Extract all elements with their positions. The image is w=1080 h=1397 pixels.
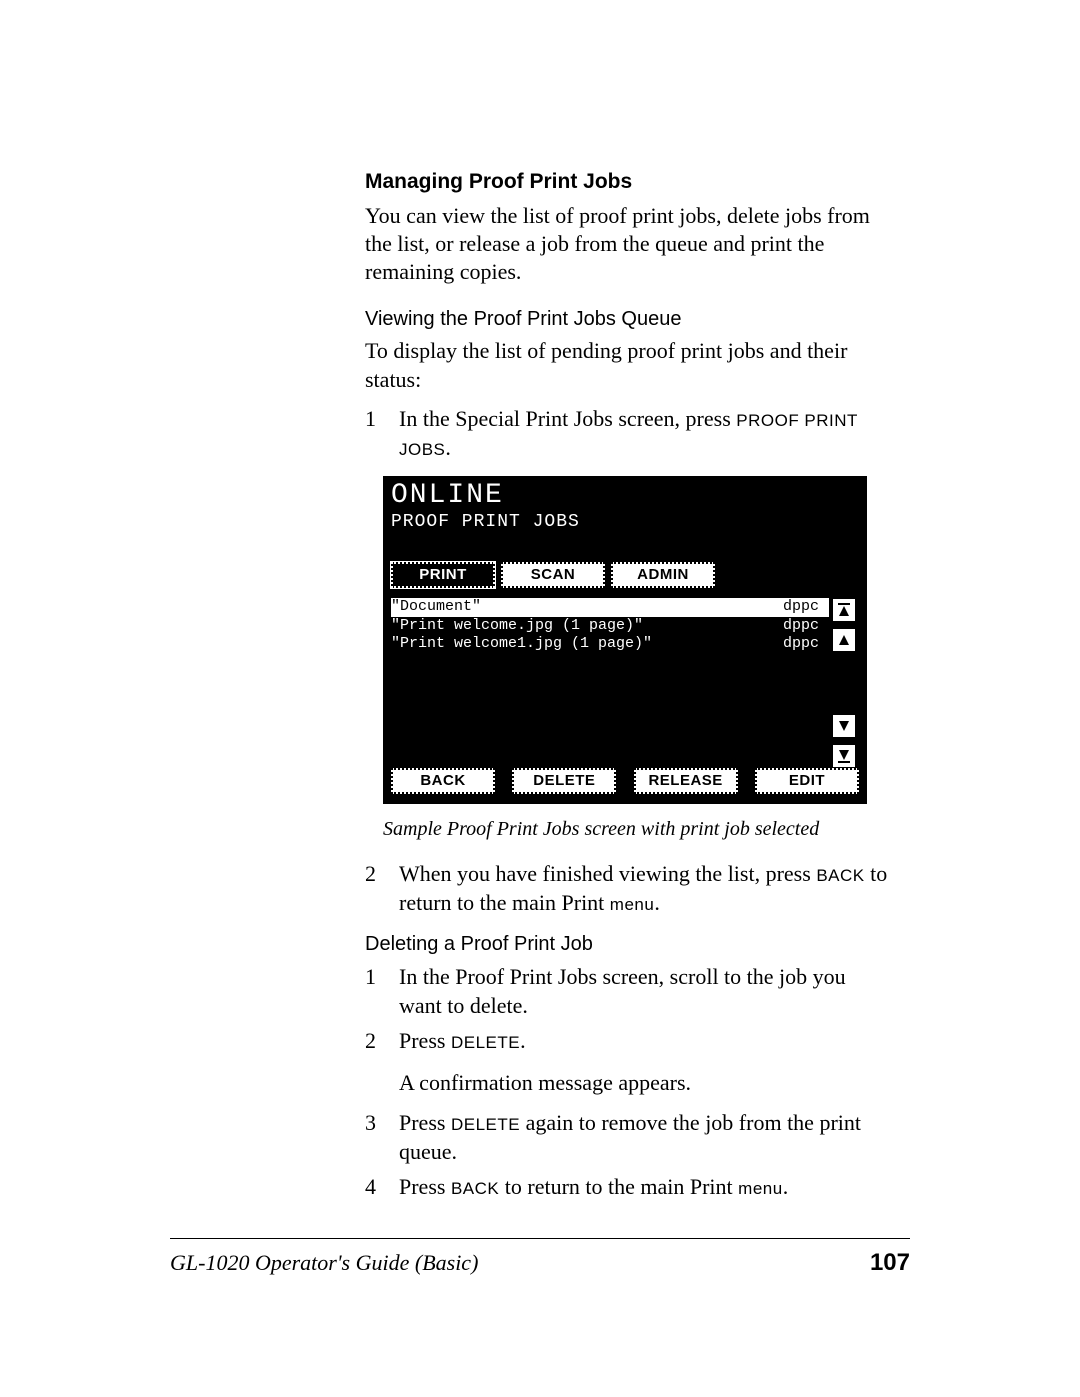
job-row[interactable]: "Print welcome.jpg (1 page)" dppc	[391, 617, 829, 636]
step-d3: 3 Press DELETE again to remove the job f…	[365, 1108, 890, 1166]
step-1: 1 In the Special Print Jobs screen, pres…	[365, 404, 890, 462]
action-row: BACK DELETE RELEASE EDIT	[391, 768, 859, 794]
step-body: Press BACK to return to the main Print m…	[399, 1172, 890, 1201]
delete-button[interactable]: DELETE	[512, 768, 616, 794]
step-number: 1	[365, 962, 399, 1020]
steps-deleting-cont: 3 Press DELETE again to remove the job f…	[365, 1108, 890, 1201]
job-list: "Document" dppc "Print welcome.jpg (1 pa…	[391, 598, 829, 768]
step-number: 2	[365, 1026, 399, 1055]
step-number: 4	[365, 1172, 399, 1201]
intro-paragraph: You can view the list of proof print job…	[365, 202, 890, 286]
tab-scan[interactable]: SCAN	[501, 562, 605, 588]
keyword: menu	[738, 1179, 783, 1198]
steps-viewing-2: 2 When you have finished viewing the lis…	[365, 859, 890, 917]
section-heading: Managing Proof Print Jobs	[365, 170, 890, 194]
job-name: "Print welcome1.jpg (1 page)"	[391, 635, 652, 654]
keyword: DELETE	[451, 1115, 520, 1134]
keyword: DELETE	[451, 1033, 520, 1052]
text: Press	[399, 1174, 451, 1199]
job-user: dppc	[783, 635, 819, 654]
screen-status: ONLINE	[391, 482, 859, 510]
followup-text: A confirmation message appears.	[399, 1069, 890, 1098]
steps-viewing: 1 In the Special Print Jobs screen, pres…	[365, 404, 890, 462]
sub1-intro: To display the list of pending proof pri…	[365, 337, 890, 393]
footer-title: GL-1020 Operator's Guide (Basic)	[170, 1250, 478, 1276]
page: Managing Proof Print Jobs You can view t…	[0, 0, 1080, 1397]
step-number: 2	[365, 859, 399, 917]
release-button[interactable]: RELEASE	[634, 768, 738, 794]
step-body: In the Proof Print Jobs screen, scroll t…	[399, 962, 890, 1020]
tab-admin[interactable]: ADMIN	[611, 562, 715, 588]
scroll-up-icon[interactable]	[832, 628, 856, 652]
job-name: "Print welcome.jpg (1 page)"	[391, 617, 643, 636]
keyword: BACK	[816, 866, 864, 885]
device-screenshot: ONLINE PROOF PRINT JOBS PRINT SCAN ADMIN…	[383, 476, 867, 804]
subsection-heading-viewing: Viewing the Proof Print Jobs Queue	[365, 308, 890, 331]
keyword: menu	[610, 895, 655, 914]
step-body: When you have finished viewing the list,…	[399, 859, 890, 917]
job-user: dppc	[783, 617, 819, 636]
job-user: dppc	[783, 598, 819, 617]
step-body: In the Special Print Jobs screen, press …	[399, 404, 890, 462]
keyword: BACK	[451, 1179, 499, 1198]
step-number: 3	[365, 1108, 399, 1166]
text: .	[445, 435, 451, 460]
scroll-column	[829, 598, 859, 768]
subsection-heading-deleting: Deleting a Proof Print Job	[365, 933, 890, 956]
job-area: "Document" dppc "Print welcome.jpg (1 pa…	[391, 598, 859, 768]
text: In the Special Print Jobs screen, press	[399, 406, 736, 431]
steps-deleting: 1 In the Proof Print Jobs screen, scroll…	[365, 962, 890, 1055]
text: .	[654, 890, 660, 915]
figure-caption: Sample Proof Print Jobs screen with prin…	[383, 818, 890, 841]
screen-subtitle: PROOF PRINT JOBS	[391, 512, 859, 532]
step-d1: 1 In the Proof Print Jobs screen, scroll…	[365, 962, 890, 1020]
text: Press	[399, 1110, 451, 1135]
back-button[interactable]: BACK	[391, 768, 495, 794]
step-number: 1	[365, 404, 399, 462]
step-body: Press DELETE.	[399, 1026, 890, 1055]
scroll-bottom-icon[interactable]	[832, 744, 856, 768]
text: When you have finished viewing the list,…	[399, 861, 816, 886]
job-row[interactable]: "Document" dppc	[391, 598, 829, 617]
scroll-top-icon[interactable]	[832, 598, 856, 622]
text: .	[783, 1174, 789, 1199]
step-d4: 4 Press BACK to return to the main Print…	[365, 1172, 890, 1201]
step-2: 2 When you have finished viewing the lis…	[365, 859, 890, 917]
text: to return to the main Print	[499, 1174, 738, 1199]
step-d2: 2 Press DELETE.	[365, 1026, 890, 1055]
job-name: "Document"	[391, 598, 481, 617]
page-footer: GL-1020 Operator's Guide (Basic) 107	[170, 1238, 910, 1277]
footer-page-number: 107	[870, 1249, 910, 1277]
step-body: Press DELETE again to remove the job fro…	[399, 1108, 890, 1166]
scroll-down-icon[interactable]	[832, 714, 856, 738]
text: .	[520, 1028, 526, 1053]
edit-button[interactable]: EDIT	[755, 768, 859, 794]
job-row[interactable]: "Print welcome1.jpg (1 page)" dppc	[391, 635, 829, 654]
tabs-row: PRINT SCAN ADMIN	[391, 562, 859, 588]
text: Press	[399, 1028, 451, 1053]
tab-print[interactable]: PRINT	[391, 562, 495, 588]
